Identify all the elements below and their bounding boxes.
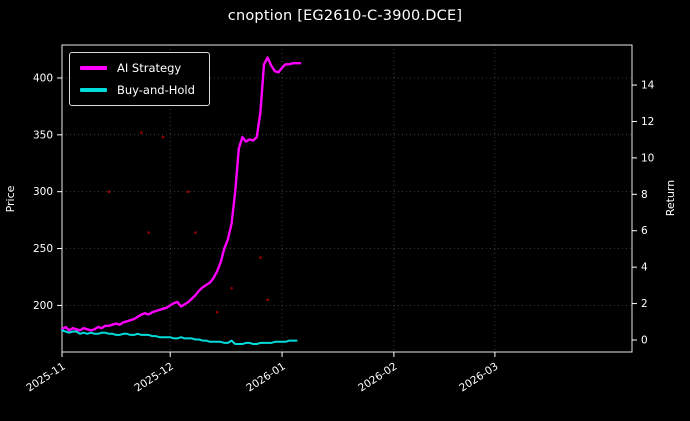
legend-item-ai-strategy: AI Strategy (80, 61, 195, 75)
y-left-tick-label: 400 (33, 72, 53, 84)
y-right-tick-label: 10 (641, 152, 654, 164)
y-right-tick-label: 0 (641, 334, 648, 346)
signal-marker (194, 231, 197, 234)
legend-label-ai-strategy: AI Strategy (117, 61, 182, 75)
signal-marker (266, 298, 269, 302)
chart-title: cnoption [EG2610-C-3900.DCE] (227, 8, 463, 24)
legend: AI Strategy Buy-and-Hold (69, 52, 210, 106)
y-left-tick-label: 300 (33, 186, 53, 198)
right-axis-label: Return (664, 180, 677, 217)
x-tick-label: 2025-12 (133, 360, 176, 394)
legend-label-buy-and-hold: Buy-and-Hold (117, 83, 195, 97)
signal-marker (259, 256, 262, 259)
buy-and-hold-line (61, 329, 298, 345)
x-tick-label: 2026-01 (244, 360, 287, 394)
y-right-tick-label: 14 (641, 80, 655, 92)
y-left-tick-label: 350 (33, 129, 53, 141)
y-right-tick-label: 2 (641, 298, 648, 310)
x-tick-label: 2026-03 (457, 360, 500, 394)
signal-marker (147, 231, 150, 234)
y-left-tick-label: 250 (33, 243, 53, 255)
signal-marker (140, 131, 143, 134)
signal-marker (187, 190, 190, 193)
ai-strategy-line-swatch (80, 66, 107, 70)
signal-marker (161, 135, 165, 139)
y-right-tick-label: 8 (641, 189, 648, 201)
y-right-tick-label: 12 (641, 116, 654, 128)
signal-marker (230, 287, 233, 290)
y-right-tick-label: 6 (641, 225, 648, 237)
left-axis-label: Price (4, 185, 17, 212)
legend-item-buy-and-hold: Buy-and-Hold (80, 83, 195, 97)
signal-marker (215, 310, 219, 314)
x-tick-label: 2026-02 (356, 360, 399, 394)
y-right-tick-label: 4 (641, 262, 648, 274)
y-left-tick-label: 200 (33, 300, 53, 312)
plot-border (61, 44, 633, 353)
signal-marker (107, 190, 111, 193)
buy-and-hold-line-swatch (80, 88, 107, 92)
x-tick-label: 2025-11 (24, 360, 67, 394)
ai-strategy-line (60, 56, 302, 332)
